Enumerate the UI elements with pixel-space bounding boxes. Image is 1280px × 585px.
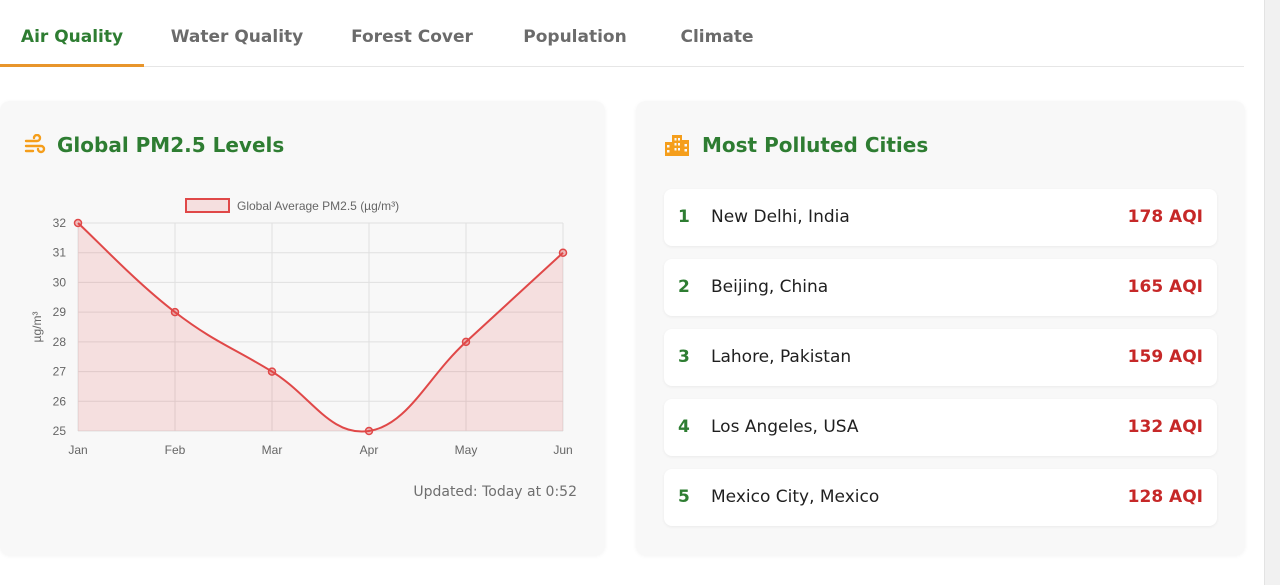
y-tick-label: 30 <box>53 275 67 289</box>
y-tick-label: 32 <box>53 216 67 230</box>
city-list-item[interactable]: 1 New Delhi, India 178 AQI <box>664 189 1217 246</box>
x-tick-label: Mar <box>262 443 283 457</box>
polluted-cities-card: Most Polluted Cities 1 New Delhi, India … <box>636 101 1245 555</box>
legend-label: Global Average PM2.5 (µg/m³) <box>237 199 399 213</box>
legend-swatch <box>185 198 230 213</box>
wind-icon <box>24 133 46 160</box>
city-rank: 3 <box>678 347 690 367</box>
city-aqi: 165 AQI <box>1127 277 1203 297</box>
y-tick-label: 26 <box>53 394 67 408</box>
x-tick-label: Feb <box>165 443 186 457</box>
series-line <box>77 222 564 433</box>
tab-forest-cover[interactable]: Forest Cover <box>351 27 473 47</box>
tab-air-quality[interactable]: Air Quality <box>20 27 124 47</box>
y-tick-label: 31 <box>53 246 67 260</box>
y-tick-label: 29 <box>53 305 67 319</box>
x-tick-label: Apr <box>360 443 379 457</box>
city-name: Mexico City, Mexico <box>711 487 880 507</box>
x-tick-label: Jun <box>553 443 572 457</box>
city-list-item[interactable]: 5 Mexico City, Mexico 128 AQI <box>664 469 1217 526</box>
data-point <box>170 307 180 317</box>
tab-population[interactable]: Population <box>523 27 627 47</box>
page-scrollbar[interactable] <box>1264 0 1280 585</box>
pm25-card: Global PM2.5 Levels 25 26 27 28 29 30 31 32 Jan F… <box>0 101 605 555</box>
city-aqi: 159 AQI <box>1127 347 1203 367</box>
city-name: Beijing, China <box>711 277 829 297</box>
pm25-card-title: Global PM2.5 Levels <box>57 133 285 157</box>
x-tick-label: May <box>455 443 478 457</box>
data-point <box>267 367 277 376</box>
polluted-cities-title: Most Polluted Cities <box>702 133 929 157</box>
active-tab-indicator <box>0 64 144 67</box>
pm25-line-chart: 25 26 27 28 29 30 31 32 Jan Feb Mar Apr May Jun µg/m³ G… <box>30 198 573 457</box>
city-aqi: 128 AQI <box>1127 487 1203 507</box>
tab-climate[interactable]: Climate <box>680 27 754 47</box>
data-point <box>364 426 374 436</box>
series-area-fill <box>78 223 563 432</box>
city-rank: 5 <box>678 487 690 507</box>
city-aqi: 178 AQI <box>1127 207 1203 227</box>
data-point <box>558 248 568 257</box>
city-rank: 2 <box>678 277 690 297</box>
tab-bar: Air Quality Water Quality Forest Cover P… <box>0 0 1244 67</box>
data-point <box>461 337 471 347</box>
city-name: Los Angeles, USA <box>711 417 859 437</box>
y-axis-label: µg/m³ <box>30 312 44 343</box>
city-aqi: 132 AQI <box>1127 417 1203 437</box>
tab-water-quality[interactable]: Water Quality <box>170 27 304 47</box>
city-list-item[interactable]: 2 Beijing, China 165 AQI <box>664 259 1217 316</box>
y-tick-label: 28 <box>53 335 67 349</box>
y-tick-label: 27 <box>53 365 67 379</box>
city-list-item[interactable]: 4 Los Angeles, USA 132 AQI <box>664 399 1217 456</box>
city-rank: 4 <box>678 417 690 437</box>
city-name: New Delhi, India <box>711 207 850 227</box>
y-tick-label: 25 <box>53 424 67 438</box>
city-rank: 1 <box>678 207 690 227</box>
city-buildings-icon <box>664 133 690 161</box>
city-name: Lahore, Pakistan <box>711 347 852 367</box>
city-list-item[interactable]: 3 Lahore, Pakistan 159 AQI <box>664 329 1217 386</box>
x-tick-label: Jan <box>68 443 87 457</box>
updated-timestamp: Updated: Today at 0:52 <box>413 484 577 500</box>
data-point <box>73 218 83 228</box>
